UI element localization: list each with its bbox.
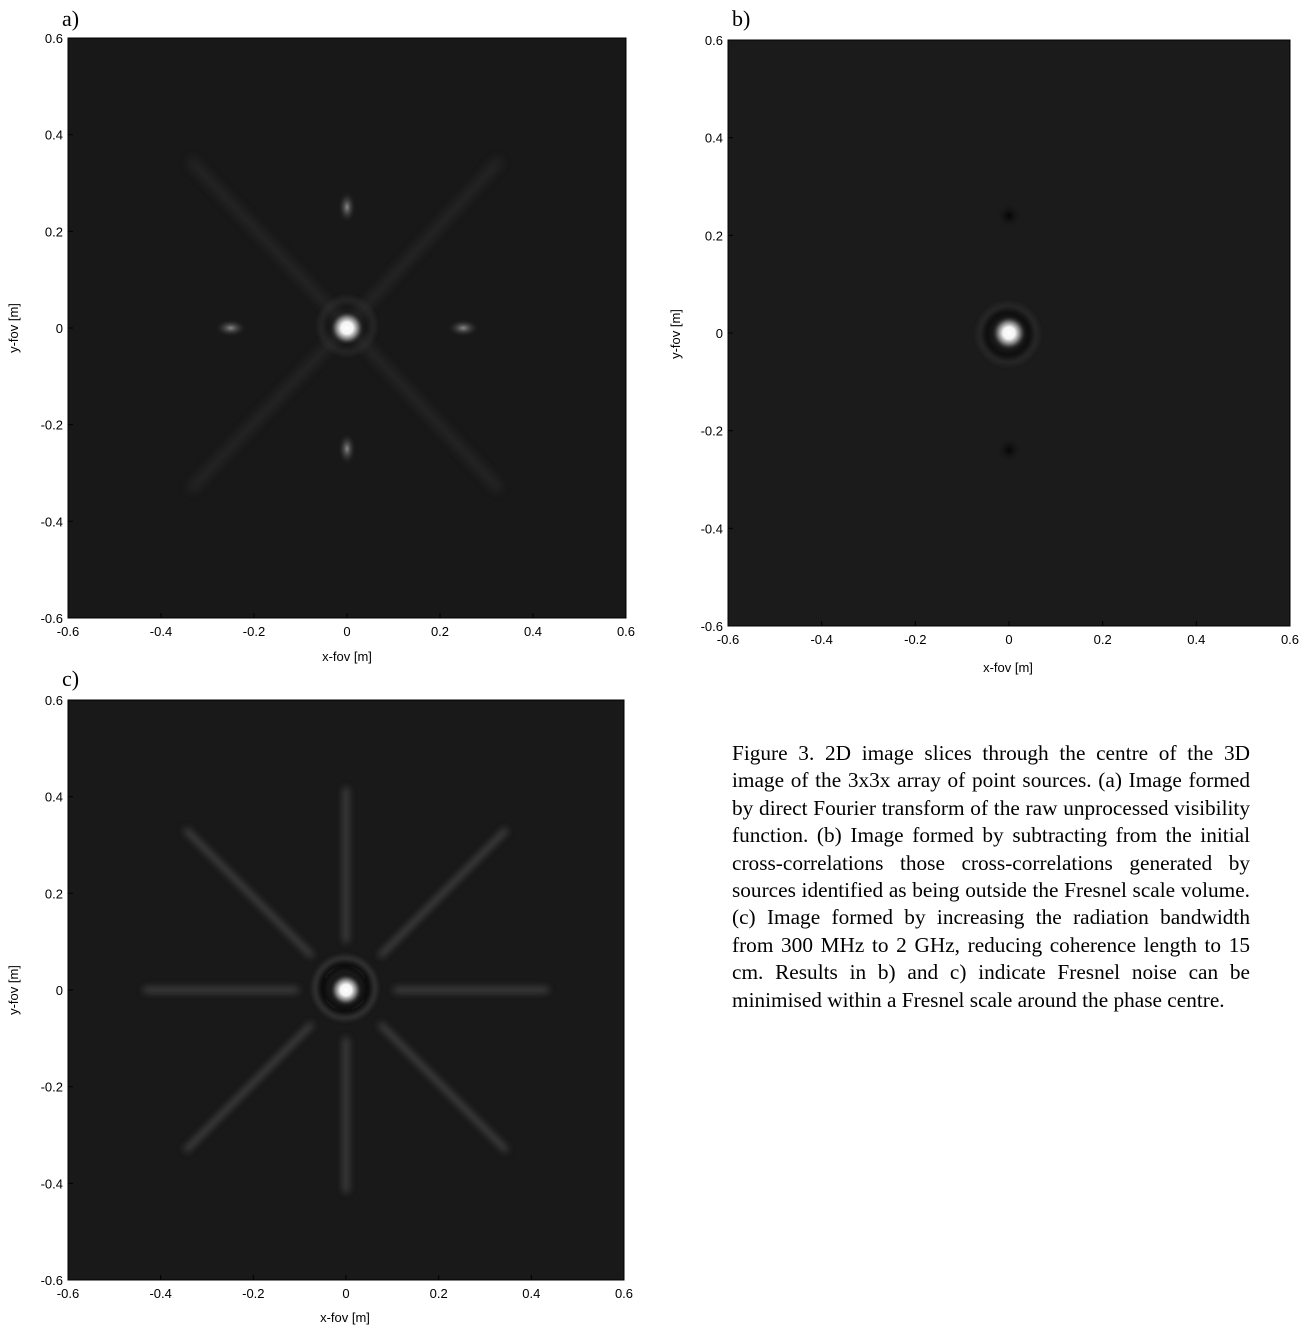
chart-a: -0.6 -0.4 -0.2 0 0.2 0.4 0.6 0.6 0.4 0.2 0 -0.2 -0.4… (0, 0, 660, 680)
chart-c-xtick-label: -0.2 (242, 1286, 264, 1301)
chart-b-peak (992, 316, 1026, 350)
chart-a-ytick-label: 0.6 (45, 31, 63, 46)
figure-caption: Figure 3. 2D image slices through the ce… (732, 741, 1250, 1012)
chart-c-xtick-label: 0.6 (615, 1286, 633, 1301)
chart-c-ytick-label: 0.2 (45, 886, 63, 901)
chart-a-secondary-source (338, 191, 356, 224)
chart-a-ytick-label: 0.4 (45, 128, 63, 143)
chart-a-ytick-label: -0.2 (41, 418, 63, 433)
chart-c-xtick-label: 0.4 (522, 1286, 540, 1301)
chart-a-svg: -0.6 -0.4 -0.2 0 0.2 0.4 0.6 0.6 0.4 0.2 0 -0.2 -0.4… (6, 31, 635, 664)
panel-label-b: b) (732, 6, 751, 31)
chart-c-spokes (143, 787, 549, 1193)
chart-b-dark-spots (996, 202, 1022, 464)
chart-b-xtick-label: 0.6 (1281, 632, 1299, 647)
chart-a-xtick-label: -0.2 (243, 624, 265, 639)
chart-a-ylabel: y-fov [m] (6, 303, 21, 353)
chart-a-ytick-label: 0 (56, 321, 63, 336)
chart-c-peak (330, 974, 362, 1006)
chart-c-ytick-label: -0.2 (41, 1080, 63, 1095)
chart-b-ytick-label: 0 (716, 326, 723, 341)
chart-c-ytick-label: -0.6 (41, 1273, 63, 1288)
chart-c-svg: -0.6 -0.4 -0.2 0 0.2 0.4 0.6 0.6 0.4 0.2 0 -0.2 -0.4… (6, 693, 633, 1325)
chart-b-xtick-label: 0.4 (1187, 632, 1205, 647)
chart-b-svg: -0.6 -0.4 -0.2 0 0.2 0.4 0.6 0.6 0.4 0.2 0 -0.2 -0.4… (668, 33, 1299, 675)
chart-a-xtick-label: -0.4 (150, 624, 172, 639)
chart-b-ylabel: y-fov [m] (668, 309, 683, 359)
chart-c-ytick-label: 0.4 (45, 790, 63, 805)
chart-a-secondary-source (214, 319, 247, 337)
chart-c-spoke (378, 1022, 509, 1153)
chart-b-dark-spot (996, 437, 1022, 464)
chart-c-spoke (378, 827, 509, 958)
chart-a-ytick-label: -0.6 (41, 611, 63, 626)
chart-c-spoke (183, 827, 314, 958)
chart-c-ytick-label: 0.6 (45, 693, 63, 708)
chart-b-ytick-label: -0.4 (701, 521, 723, 536)
chart-c-xtick-label: -0.6 (57, 1286, 79, 1301)
chart-a-streaks (187, 157, 503, 493)
chart-b-ytick-label: 0.4 (705, 131, 723, 146)
chart-a-secondary-source (447, 319, 480, 337)
chart-c-ytick-label: -0.4 (41, 1176, 63, 1191)
panel-label-a: a) (62, 6, 80, 31)
chart-a-xtick-label: 0 (343, 624, 350, 639)
chart-c-xtick-label: -0.4 (149, 1286, 171, 1301)
chart-b-xtick-label: -0.2 (904, 632, 926, 647)
chart-a-sources (214, 191, 480, 465)
chart-c-xtick-label: 0 (342, 1286, 349, 1301)
chart-b-ytick-label: 0.6 (705, 33, 723, 48)
chart-a-xtick-label: 0.4 (524, 624, 542, 639)
chart-b-xlabel: x-fov [m] (983, 660, 1033, 675)
chart-a-peak (330, 311, 364, 345)
chart-b-ytick-label: -0.2 (701, 424, 723, 439)
chart-b-dark-spot (996, 202, 1022, 229)
chart-a-xtick-label: 0.6 (617, 624, 635, 639)
chart-a-secondary-source (338, 432, 356, 465)
chart-a-xtick-label: 0.2 (431, 624, 449, 639)
chart-c-ytick-label: 0 (56, 983, 63, 998)
chart-c-xlabel: x-fov [m] (320, 1310, 370, 1325)
chart-b-xtick-label: 0 (1005, 632, 1012, 647)
panel-label-c: c) (62, 666, 80, 691)
chart-a-xtick-label: -0.6 (57, 624, 79, 639)
chart-a-ytick-label: 0.2 (45, 224, 63, 239)
chart-c-spoke (183, 1022, 314, 1153)
chart-b-xtick-label: 0.2 (1094, 632, 1112, 647)
chart-c-xtick-label: 0.2 (430, 1286, 448, 1301)
chart-c-ylabel: y-fov [m] (6, 965, 21, 1015)
chart-a-ytick-label: -0.4 (41, 514, 63, 529)
chart-b-xtick-label: -0.4 (810, 632, 832, 647)
chart-b-ytick-label: 0.2 (705, 228, 723, 243)
chart-b-ytick-label: -0.6 (701, 619, 723, 634)
chart-b-xtick-label: -0.6 (717, 632, 739, 647)
chart-a-xlabel: x-fov [m] (322, 649, 372, 664)
